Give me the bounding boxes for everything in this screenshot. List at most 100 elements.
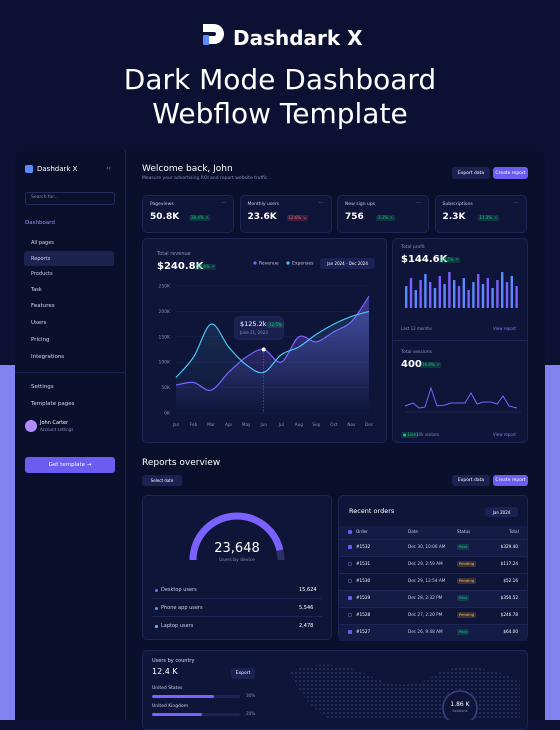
date-select[interactable]: Jan 2024 - Dec 2024	[320, 258, 375, 269]
nav-subitem[interactable]: Task	[31, 286, 42, 293]
section-title: Reports overview	[142, 458, 221, 468]
order-total: $246.78	[500, 612, 518, 617]
order-total: $64.00	[503, 629, 518, 634]
status-badge: Paid	[457, 544, 469, 550]
revenue-chart: 0K 50K 100K 150K 200K 250K Jan Feb Mar Apr May Jun J…	[158, 261, 373, 428]
device-label: Desktop users	[161, 587, 197, 593]
badge: 3.1% ↗	[376, 215, 395, 221]
button[interactable]: Create report	[493, 475, 528, 486]
sparkline	[405, 386, 518, 409]
y-tick-label: 150K	[158, 334, 171, 340]
world-map	[290, 664, 520, 720]
link[interactable]: View report	[493, 432, 516, 437]
legend-marker	[253, 261, 257, 265]
device-value: 5,546	[299, 605, 314, 611]
bar-decoration	[491, 288, 494, 308]
stat-label: Subscriptions	[442, 202, 473, 207]
nav-item[interactable]: Pricing	[31, 337, 50, 343]
filter[interactable]: Jan 2024	[485, 507, 518, 517]
divider	[152, 598, 322, 599]
nav-subitem[interactable]: Reports	[31, 255, 51, 262]
bar-decoration	[501, 272, 504, 308]
bar-decoration	[443, 284, 446, 308]
legend-dot	[155, 607, 158, 610]
x-tick-label: Oct	[330, 422, 338, 427]
nav-subitem[interactable]: Products	[31, 271, 53, 277]
map-label: Sessions	[452, 709, 468, 713]
nav-item[interactable]: Features	[31, 303, 55, 309]
legend-dot	[155, 625, 158, 628]
nav-item[interactable]: Dashboard	[25, 220, 55, 226]
user-name: John Carter	[40, 420, 69, 426]
checkbox	[348, 630, 352, 634]
badge: 28.5% ↗	[439, 257, 461, 263]
bar-decoration	[510, 276, 513, 308]
nav-item[interactable]: Users	[31, 320, 47, 326]
button[interactable]: Create report	[493, 167, 528, 179]
tooltip-value: $125.2k	[240, 320, 267, 328]
logo	[25, 165, 33, 173]
tooltip-point	[261, 347, 266, 352]
nav-item[interactable]: Integrations	[31, 354, 65, 360]
table-row	[339, 573, 527, 590]
divider	[15, 372, 125, 373]
card-value: 400	[401, 359, 422, 370]
bar-decoration	[424, 274, 427, 308]
nav-item[interactable]: Settings	[31, 384, 54, 390]
map-value: 1.86 K	[450, 701, 470, 708]
date-select[interactable]: Select date	[142, 475, 182, 486]
welcome-title: Welcome back, John	[142, 164, 233, 174]
table-header	[339, 526, 527, 539]
card-value: $144.6K	[401, 254, 448, 265]
progress-fill	[152, 713, 202, 716]
country-share: 20%	[246, 711, 256, 716]
card-title: Recent orders	[349, 507, 395, 515]
search-box[interactable]	[25, 192, 115, 205]
divider	[152, 616, 322, 617]
device-label: Laptop users	[161, 623, 194, 629]
country-share: 30%	[246, 693, 256, 698]
period: Last 12 months	[401, 326, 433, 331]
bar-decoration	[457, 286, 461, 308]
stat-card	[142, 195, 234, 233]
order-id: #1531	[356, 561, 371, 566]
order-id: #1527	[356, 629, 371, 634]
order-date: Dec 29, 12:54 AM	[408, 578, 446, 583]
bar-decoration	[448, 272, 451, 308]
bar-decoration	[438, 276, 441, 308]
order-id: #1529	[356, 595, 371, 600]
country-name: United States	[152, 686, 183, 691]
x-tick-label: Jan	[172, 422, 180, 427]
x-tick-label: Nov	[347, 422, 356, 427]
orders-card	[338, 495, 528, 640]
nav-item[interactable]: Template pages	[31, 401, 75, 407]
cta-button[interactable]: Get template →	[25, 457, 115, 473]
button[interactable]: Export data	[452, 167, 490, 179]
card-value: 12.4 K	[152, 667, 178, 676]
brand: Dashdark X	[37, 165, 78, 173]
tooltip	[234, 316, 284, 340]
stat-value: 23.6K	[247, 212, 277, 222]
checkbox	[348, 579, 352, 583]
headline: Webflow Template	[152, 97, 408, 130]
stat-value: 50.8K	[150, 212, 180, 222]
nav-subitem[interactable]: All pages	[31, 240, 54, 246]
stat-menu: ···	[318, 200, 324, 206]
status-badge: Paid	[457, 595, 469, 601]
bar-decoration	[462, 278, 465, 308]
y-tick-label: 200K	[158, 309, 171, 315]
button[interactable]: Export data	[452, 475, 490, 486]
y-tick-label: 100K	[158, 360, 171, 366]
bar-decoration	[433, 288, 437, 308]
link[interactable]: View report	[493, 326, 516, 331]
order-date: Dec 28, 2:32 PM	[408, 595, 443, 600]
gauge-value: 23,648	[214, 541, 260, 556]
bar-decoration	[496, 280, 499, 308]
country-name: United Kingdom	[152, 704, 189, 709]
device-value: 2,478	[299, 623, 314, 629]
stat-value: 2.3K	[442, 212, 466, 222]
button[interactable]: Export	[231, 668, 255, 679]
collapse-icon[interactable]: ‹‹	[106, 165, 111, 172]
bar-decoration	[505, 282, 509, 308]
